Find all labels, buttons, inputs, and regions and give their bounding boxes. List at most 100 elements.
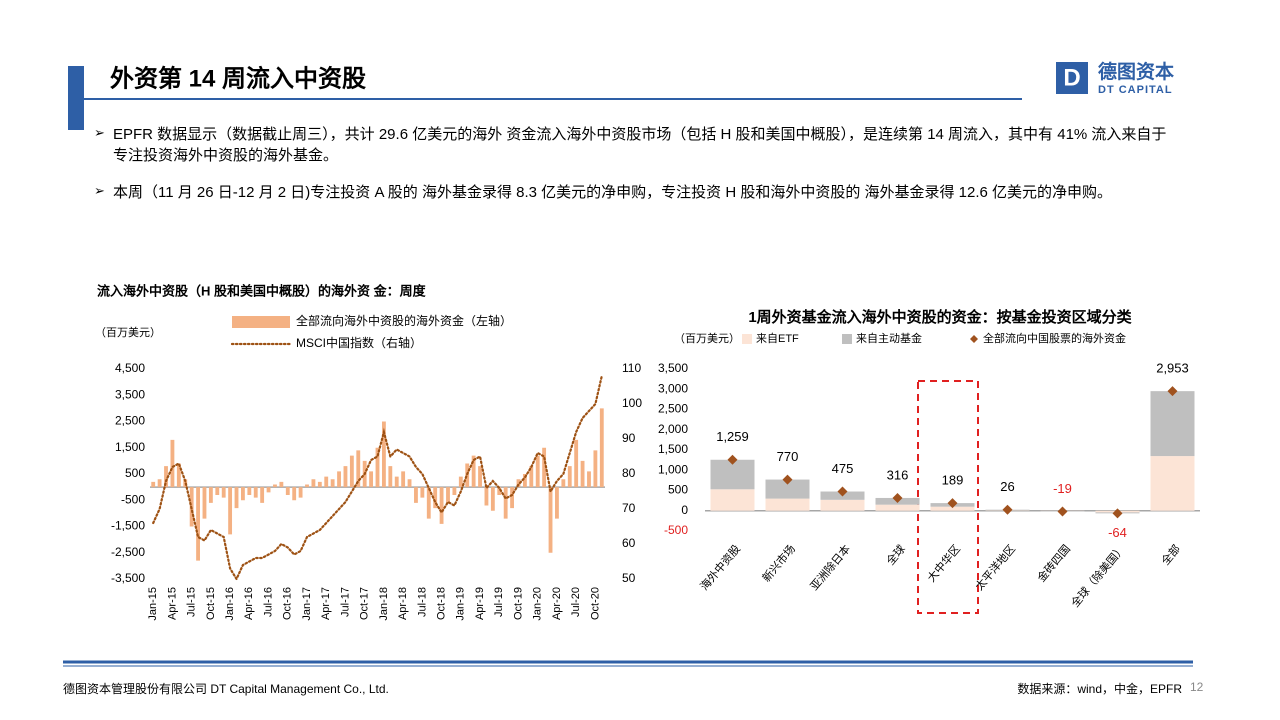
x-tick-label: Jul-20: [570, 587, 582, 617]
bar: [273, 484, 277, 488]
y-tick-label: 2,000: [658, 422, 688, 436]
bar: [266, 487, 271, 493]
legend-swatch: [842, 334, 852, 344]
bar: [452, 487, 457, 495]
bar: [599, 408, 604, 488]
bar: [465, 463, 470, 488]
x-tick-label: Jul-17: [339, 587, 351, 617]
bar: [247, 487, 252, 495]
slide-title: 外资第 14 周流入中资股: [110, 64, 366, 92]
y-tick-label: -500: [121, 492, 145, 506]
footer-source: 数据来源：wind，中金，EPFR: [1017, 681, 1182, 696]
bar: [580, 460, 585, 488]
bar: [510, 487, 514, 509]
logo-mark: D: [1063, 64, 1080, 91]
bar: [484, 487, 489, 506]
bar: [260, 487, 265, 503]
y-tick-label: 2,500: [658, 402, 688, 416]
bar: [561, 479, 566, 488]
y-tick-label: 500: [668, 483, 688, 497]
bar: [497, 487, 502, 495]
bar: [490, 487, 495, 511]
value-label: -64: [1108, 525, 1127, 540]
bar: [820, 499, 865, 511]
bar: [765, 479, 810, 499]
y2-tick-label: 70: [622, 501, 636, 515]
x-tick-label: Jan-16: [224, 587, 236, 621]
bullet: EPFR 数据显示（数据截止周三），共计 29.6 亿美元的海外 资金流入海外中…: [113, 126, 1167, 164]
x-tick-label: 金砖四国: [1034, 542, 1073, 585]
bar: [567, 466, 572, 488]
x-tick-label: Oct-20: [589, 587, 601, 620]
bar: [285, 487, 290, 495]
bar: [241, 487, 245, 501]
bar: [875, 504, 920, 511]
bullet-mark: ➢: [94, 183, 105, 198]
value-label: 316: [887, 467, 909, 482]
y2-tick-label: 110: [622, 361, 641, 375]
bar: [311, 479, 316, 488]
y-tick-label: 0: [681, 503, 688, 517]
bar: [298, 487, 303, 498]
y-tick-label: 1,500: [115, 440, 145, 454]
marker: [1057, 506, 1068, 517]
bar: [446, 487, 450, 503]
bar: [522, 474, 527, 488]
bar: [176, 463, 181, 488]
x-tick-label: Oct-16: [282, 587, 294, 620]
y2-tick-label: 50: [622, 571, 636, 585]
marker: [837, 486, 848, 497]
logo-en: DT CAPITAL: [1098, 84, 1173, 96]
footer-company: 德图资本管理股份有限公司 DT Capital Management Co., …: [63, 681, 389, 696]
bar: [292, 487, 297, 501]
x-tick-label: Jan-19: [455, 587, 467, 621]
y-tick-label: 3,500: [658, 361, 688, 375]
y-tick-label: -2,500: [111, 545, 145, 559]
y-tick-label: 4,500: [115, 361, 145, 375]
marker: [1167, 386, 1178, 397]
y2-tick-label: 80: [622, 466, 636, 480]
bar: [349, 455, 354, 488]
bar: [593, 450, 598, 488]
bar: [1150, 456, 1195, 511]
title-accent: [68, 66, 84, 130]
bar: [215, 487, 220, 495]
bar: [516, 479, 521, 488]
bar: [375, 447, 380, 488]
x-tick-label: Jul-16: [262, 587, 274, 617]
bar: [196, 487, 200, 561]
bar: [388, 466, 393, 488]
value-label: 1,259: [716, 429, 749, 444]
marker: [892, 492, 903, 503]
x-tick-label: Oct-17: [359, 587, 371, 620]
marker: [782, 474, 793, 485]
bar: [535, 455, 540, 488]
x-tick-label: Apr-16: [243, 587, 255, 620]
bar: [478, 466, 482, 488]
y2-tick-label: 60: [622, 536, 636, 550]
y2-tick-label: 100: [622, 396, 642, 410]
value-label: -19: [1053, 481, 1072, 496]
logo-cn: 德图资本: [1098, 60, 1174, 83]
bar: [253, 487, 258, 498]
marker: [727, 454, 738, 465]
bar: [407, 479, 412, 488]
x-tick-label: Jan-20: [532, 587, 544, 621]
marker: [947, 498, 958, 509]
x-tick-label: 全球: [883, 542, 908, 568]
bar: [343, 466, 348, 488]
bullet-mark: ➢: [94, 125, 105, 140]
y-tick-label: 500: [125, 466, 145, 480]
bar: [555, 487, 559, 519]
bar: [401, 471, 406, 488]
bar: [228, 487, 233, 535]
x-tick-label: Jul-19: [493, 587, 505, 617]
legend-swatch: [970, 335, 978, 343]
y-tick-label: -1,500: [111, 519, 145, 533]
bar: [420, 487, 425, 498]
marker: [1002, 504, 1013, 515]
value-label: 26: [1000, 479, 1014, 494]
bar: [324, 476, 329, 488]
